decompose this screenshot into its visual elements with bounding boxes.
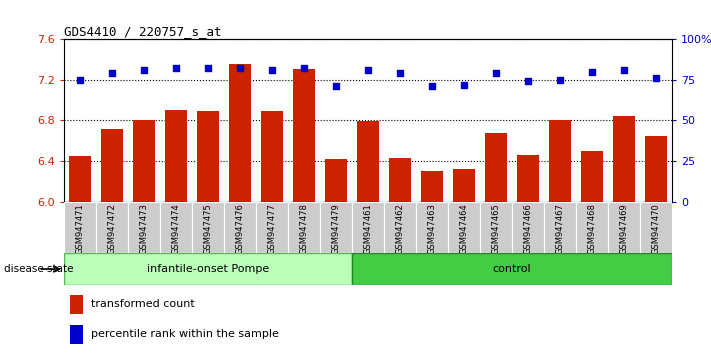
Point [106, 70, 117, 76]
Point [170, 65, 181, 71]
Bar [325, 159, 347, 202]
Text: GSM947469: GSM947469 [619, 203, 629, 254]
Text: GSM947462: GSM947462 [395, 203, 405, 254]
Bar [160, 202, 192, 253]
Point [266, 67, 277, 73]
Bar [197, 111, 219, 202]
Bar [448, 202, 480, 253]
Point [330, 83, 341, 89]
Bar [64, 253, 352, 285]
Point [362, 67, 374, 73]
Bar [224, 202, 256, 253]
Bar [64, 202, 96, 253]
Text: infantile-onset Pompe: infantile-onset Pompe [147, 264, 269, 274]
Point [522, 79, 533, 84]
Bar [549, 120, 571, 202]
Text: GSM947461: GSM947461 [363, 203, 373, 254]
Bar [581, 151, 603, 202]
Text: GSM947477: GSM947477 [267, 203, 277, 254]
Bar [101, 129, 123, 202]
Bar [352, 202, 384, 253]
Text: GSM947467: GSM947467 [555, 203, 565, 254]
Text: GSM947472: GSM947472 [107, 203, 117, 254]
Point [554, 77, 565, 82]
Bar [70, 325, 83, 344]
Text: GSM947479: GSM947479 [331, 203, 341, 254]
Bar [288, 202, 320, 253]
Bar [389, 158, 411, 202]
Point [202, 65, 213, 71]
Bar [608, 202, 640, 253]
Text: disease state: disease state [4, 264, 73, 274]
Text: GSM947476: GSM947476 [235, 203, 245, 254]
Point [299, 65, 310, 71]
Bar [421, 171, 443, 202]
Text: GSM947475: GSM947475 [203, 203, 213, 254]
Bar [261, 111, 283, 202]
Bar [517, 155, 539, 202]
Bar [133, 120, 155, 202]
Bar [640, 202, 672, 253]
Bar [357, 121, 379, 202]
Bar [384, 202, 416, 253]
Text: GSM947471: GSM947471 [75, 203, 85, 254]
Bar [69, 156, 91, 202]
Bar [192, 202, 224, 253]
Bar [128, 202, 160, 253]
Point [618, 67, 630, 73]
Text: GSM947474: GSM947474 [171, 203, 181, 254]
Bar [453, 169, 475, 202]
Bar [165, 110, 187, 202]
Bar [70, 295, 83, 314]
Text: percentile rank within the sample: percentile rank within the sample [91, 330, 279, 339]
Bar [485, 133, 507, 202]
Point [234, 65, 246, 71]
Text: GSM947466: GSM947466 [523, 203, 533, 254]
Text: GSM947464: GSM947464 [459, 203, 469, 254]
Bar [320, 202, 352, 253]
Bar [256, 202, 288, 253]
Bar [645, 136, 667, 202]
Point [650, 75, 661, 81]
Text: GSM947478: GSM947478 [299, 203, 309, 254]
Bar [544, 202, 576, 253]
Text: GSM947473: GSM947473 [139, 203, 149, 254]
Point [75, 77, 85, 82]
Text: GSM947463: GSM947463 [427, 203, 437, 254]
Text: GSM947470: GSM947470 [651, 203, 661, 254]
Text: GSM947465: GSM947465 [491, 203, 501, 254]
Bar [576, 202, 608, 253]
Bar [613, 116, 635, 202]
Bar [229, 64, 251, 202]
Point [138, 67, 149, 73]
Text: GSM947468: GSM947468 [587, 203, 597, 254]
Point [458, 82, 469, 87]
Text: control: control [493, 264, 531, 274]
Bar [416, 202, 448, 253]
Bar [96, 202, 128, 253]
Text: transformed count: transformed count [91, 299, 195, 309]
Point [490, 70, 501, 76]
Text: GDS4410 / 220757_s_at: GDS4410 / 220757_s_at [64, 25, 222, 38]
Bar [480, 202, 512, 253]
Bar [293, 69, 315, 202]
Point [427, 83, 438, 89]
Point [394, 70, 405, 76]
Bar [352, 253, 672, 285]
Point [586, 69, 597, 74]
Bar [512, 202, 544, 253]
